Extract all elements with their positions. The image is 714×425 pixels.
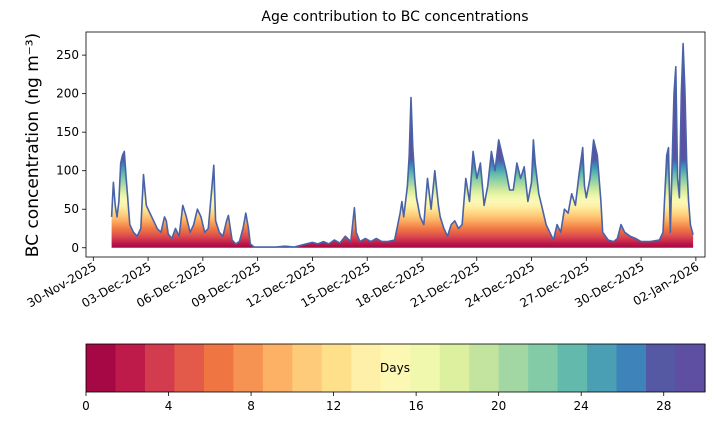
colorbar-label: Days [380,361,410,375]
colorbar-tick-label: 4 [165,399,173,413]
colorbar-tick-label: 28 [656,399,671,413]
y-tick-label: 250 [56,48,79,62]
colorbar-cell [174,344,205,392]
age-stack-fill [111,43,694,248]
colorbar-cell [262,344,293,392]
y-tick-label: 50 [64,202,79,216]
colorbar-cell [203,344,234,392]
plot-frame [85,31,706,258]
y-tick-label: 0 [71,241,79,255]
colorbar-tick-label: 12 [326,399,341,413]
colorbar-tick-label: 20 [491,399,506,413]
age-colorbar: Days 0 4 8 12 16 20 24 28 [82,343,706,413]
colorbar-cell [587,344,618,392]
colorbar-tick-label: 0 [82,399,90,413]
total-line [110,42,694,248]
y-axis-title: BC concentration (ng m⁻³) [23,33,43,257]
colorbar-cell [675,344,706,392]
colorbar-cell [86,344,117,392]
y-axis-ticks: 0 50 100 150 200 250 [56,48,86,255]
colorbar-cell [321,344,352,392]
colorbar-cell [469,344,500,392]
colorbar-tick-label: 8 [247,399,255,413]
colorbar-cell [498,344,529,392]
colorbar-cell [616,344,647,392]
colorbar-ticks: 0 4 8 12 16 20 24 28 [82,392,671,413]
x-axis-ticks: 30-Nov-202503-Dec-202506-Dec-202509-Dec-… [25,257,701,310]
y-tick-label: 200 [56,87,79,101]
colorbar-cell [115,344,146,392]
colorbar-frame [85,343,706,393]
stacked-age-area [111,43,694,248]
colorbar-cell [233,344,264,392]
y-tick-label: 100 [56,164,79,178]
colorbar-tick-label: 24 [574,399,589,413]
chart-title: Age contribution to BC concentrations [261,9,528,25]
colorbar-cell [292,344,323,392]
colorbar-cell [528,344,559,392]
plot-area: 0 50 100 150 200 250 30-Nov-202503-Dec-202506… [25,31,706,310]
colorbar-cell [439,344,470,392]
y-tick-label: 150 [56,125,79,139]
colorbar-cell [380,344,411,392]
colorbar-cell [646,344,677,392]
colorbar-cell [557,344,588,392]
colorbar-cell [351,344,382,392]
colorbar-cell [144,344,176,392]
colorbar-tick-label: 16 [408,399,423,413]
colorbar-cells [86,344,706,392]
colorbar-cell [410,344,441,392]
series-total-line [110,42,694,248]
